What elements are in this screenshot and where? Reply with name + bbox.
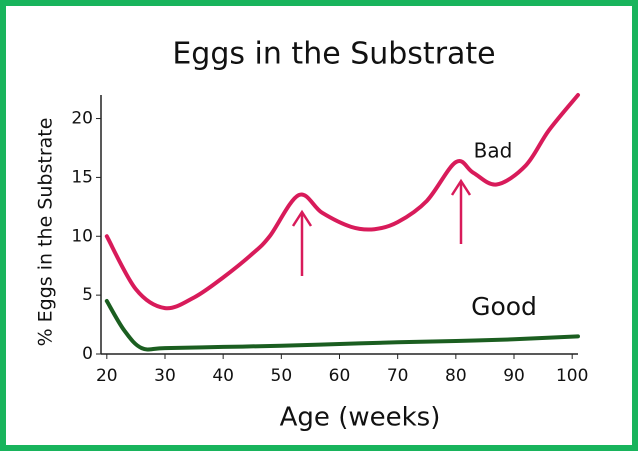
chart-title: Eggs in the Substrate — [172, 37, 495, 72]
x-tick-label: 30 — [154, 366, 176, 386]
y-axis-label: % Eggs in the Substrate — [35, 118, 57, 347]
series-line — [104, 93, 580, 311]
x-axis-label: Age (weeks) — [280, 403, 441, 433]
series-label: Good — [471, 292, 537, 321]
y-tick-label: 10 — [71, 226, 93, 246]
y-tick-label: 15 — [71, 167, 93, 187]
series-line — [104, 299, 580, 352]
y-tick-label: 5 — [82, 285, 93, 305]
y-tick-label: 0 — [82, 344, 93, 364]
x-tick-label: 70 — [387, 366, 409, 386]
x-tick-label: 40 — [212, 366, 234, 386]
x-tick-label: 100 — [556, 366, 588, 386]
x-tick-label: 50 — [271, 366, 293, 386]
x-tick-label: 60 — [329, 366, 351, 386]
arrow-head — [291, 209, 313, 227]
series-label: Bad — [474, 139, 513, 163]
y-tick-label: 20 — [71, 109, 93, 129]
x-tick-label: 90 — [503, 366, 525, 386]
x-tick-label: 80 — [445, 366, 467, 386]
arrow-head — [450, 178, 472, 196]
x-tick-label: 20 — [96, 366, 118, 386]
annotation-arrows — [291, 178, 472, 276]
